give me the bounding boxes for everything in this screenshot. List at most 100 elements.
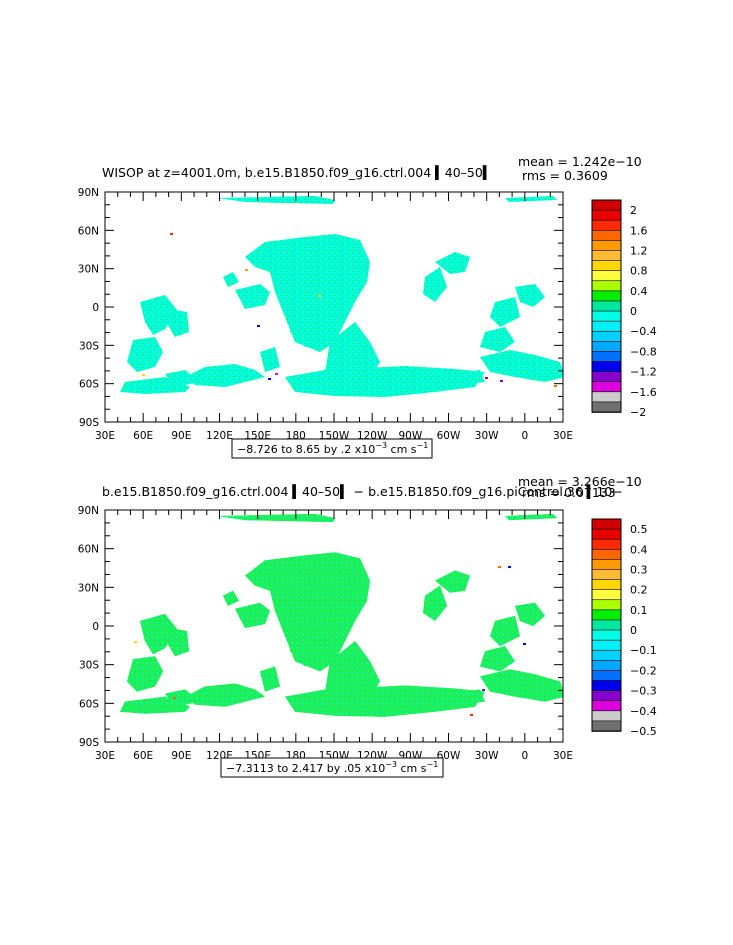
lon-label: 0 bbox=[521, 750, 528, 762]
colorbar-swatch bbox=[591, 391, 622, 403]
colorbar-swatch bbox=[591, 260, 622, 272]
colorbar-swatch bbox=[591, 371, 622, 383]
colorbar-swatch bbox=[591, 609, 622, 621]
colorbar-frame bbox=[591, 199, 622, 413]
colorbar-swatch bbox=[591, 579, 622, 591]
colorbar-label: 1.2 bbox=[630, 244, 648, 257]
lat-label: 90N bbox=[78, 505, 99, 517]
colorbar-label: −0.4 bbox=[630, 705, 657, 718]
field-hotspot bbox=[257, 325, 260, 327]
colorbar-swatch bbox=[591, 559, 622, 571]
colorbar-label: 0 bbox=[630, 624, 637, 637]
colorbar-swatch bbox=[591, 270, 622, 282]
colorbar-swatch bbox=[591, 720, 622, 732]
lon-label: 30W bbox=[475, 430, 499, 442]
range-text: −8.726 to 8.65 by .2 x10 bbox=[237, 443, 375, 456]
colorbar-swatch bbox=[591, 229, 622, 242]
lon-label: 30E bbox=[95, 430, 115, 442]
field-hotspot bbox=[470, 714, 473, 716]
colorbar-swatch bbox=[591, 599, 622, 611]
colorbar-swatch bbox=[591, 341, 622, 353]
colorbar-swatch bbox=[591, 660, 622, 672]
colorbar-swatch bbox=[591, 680, 622, 692]
field-hotspot bbox=[485, 377, 488, 379]
colorbar-swatch bbox=[591, 240, 622, 252]
lat-label: 60S bbox=[79, 698, 99, 710]
colorbar-swatch bbox=[591, 300, 622, 312]
colorbar-label: −0.5 bbox=[630, 725, 657, 738]
field-hotspot bbox=[268, 378, 271, 380]
colorbar-swatch bbox=[591, 310, 622, 322]
lon-label: 90E bbox=[171, 750, 191, 762]
colorbar-label: 0.5 bbox=[630, 523, 648, 536]
field-hotspot bbox=[142, 374, 145, 376]
field-hotspot bbox=[173, 697, 176, 699]
colorbar-swatch bbox=[591, 250, 622, 262]
colorbar-swatch bbox=[591, 700, 622, 712]
colorbar-swatch bbox=[591, 361, 622, 373]
colorbar-swatch bbox=[591, 538, 622, 551]
colorbar-label: −0.8 bbox=[630, 345, 657, 358]
colorbar-label: −0.2 bbox=[630, 664, 657, 677]
lon-label: 30E bbox=[553, 750, 573, 762]
colorbar-label: 0.3 bbox=[630, 563, 648, 576]
colorbar-label: −0.3 bbox=[630, 685, 657, 698]
field-hotspot bbox=[275, 373, 278, 375]
field-hotspot bbox=[318, 295, 321, 297]
panel-title: b.e15.B1850.f09_g16.ctrl.004 ▍40–50▍ − b… bbox=[102, 484, 623, 500]
lat-label: 0 bbox=[92, 302, 99, 314]
lon-label: 60W bbox=[437, 430, 461, 442]
colorbar-label: 0.8 bbox=[630, 265, 648, 278]
colorbar-swatch bbox=[591, 518, 622, 530]
lon-label: 30W bbox=[475, 750, 499, 762]
colorbar-label: 0.2 bbox=[630, 584, 648, 597]
colorbar-swatch bbox=[591, 209, 622, 221]
colorbar-swatch bbox=[591, 351, 622, 363]
colorbar-swatch bbox=[591, 629, 622, 641]
lon-label: 60E bbox=[133, 430, 153, 442]
range-label: −8.726 to 8.65 by .2 x10−3 cm s−1 bbox=[237, 441, 428, 456]
colorbar-frame bbox=[591, 518, 622, 732]
colorbar-swatch bbox=[591, 710, 622, 722]
colorbar-swatch bbox=[591, 649, 622, 662]
range-text: −7.3113 to 2.417 by .05 x10 bbox=[226, 762, 385, 775]
mean-label: mean = 3.266e−10 bbox=[518, 474, 642, 489]
colorbar-label: −1.6 bbox=[630, 386, 657, 399]
lat-label: 90S bbox=[79, 737, 99, 749]
field-hotspot bbox=[134, 641, 137, 643]
rms-label: rms = 0.3609 bbox=[522, 168, 608, 183]
colorbar-swatch bbox=[591, 528, 622, 540]
range-unit-exponent: −1 bbox=[417, 441, 429, 450]
colorbar-swatch bbox=[591, 639, 622, 652]
field-hotspot bbox=[500, 380, 503, 382]
lon-label: 90E bbox=[171, 430, 191, 442]
colorbar-label: 0 bbox=[630, 305, 637, 318]
colorbar-label: −1.2 bbox=[630, 366, 657, 379]
range-box bbox=[231, 438, 433, 459]
colorbar-swatch bbox=[591, 401, 622, 413]
field-hotspot bbox=[523, 643, 526, 645]
lat-label: 30N bbox=[78, 582, 99, 594]
colorbar-swatch bbox=[591, 619, 622, 631]
map-field bbox=[105, 192, 563, 422]
colorbar-swatch bbox=[591, 219, 622, 232]
field-hotspot bbox=[170, 233, 173, 235]
lat-label: 30S bbox=[79, 340, 99, 352]
lon-label: 0 bbox=[521, 430, 528, 442]
lat-label: 30S bbox=[79, 660, 99, 672]
colorbar-label: −0.1 bbox=[630, 644, 657, 657]
colorbar-swatch bbox=[591, 199, 622, 211]
mean-label: mean = 1.242e−10 bbox=[518, 154, 642, 169]
colorbar-swatch bbox=[591, 569, 622, 581]
colorbar-swatch bbox=[591, 290, 622, 302]
lon-label: 30E bbox=[95, 750, 115, 762]
colorbar-swatch bbox=[591, 280, 622, 292]
lat-label: 30N bbox=[78, 264, 99, 276]
lat-label: 90N bbox=[78, 187, 99, 199]
colorbar-swatch bbox=[591, 670, 622, 682]
field-hotspot bbox=[508, 566, 511, 568]
field-hotspot bbox=[245, 269, 248, 271]
colorbar-swatch bbox=[591, 330, 622, 343]
lon-label: 60E bbox=[133, 750, 153, 762]
